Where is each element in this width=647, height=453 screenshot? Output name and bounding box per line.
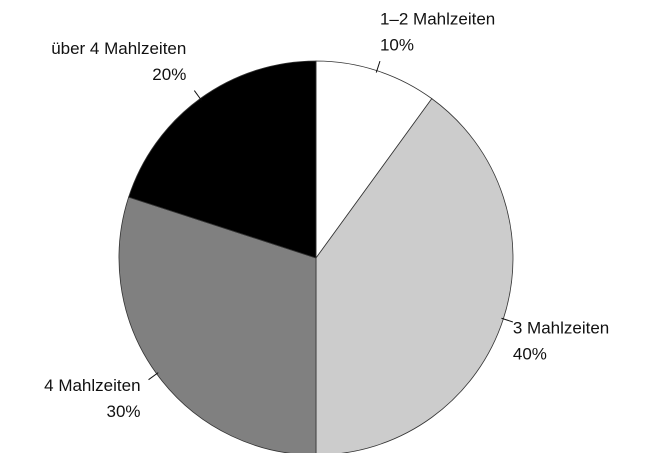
- leader-line: [375, 60, 381, 73]
- slice-value-label: 40%: [513, 344, 547, 363]
- slice-value-label: 20%: [152, 65, 186, 84]
- slice-label: 4 Mahlzeiten: [44, 376, 140, 395]
- slice-label: 3 Mahlzeiten: [513, 318, 609, 337]
- leader-line: [501, 317, 514, 323]
- slice-label: über 4 Mahlzeiten: [51, 39, 186, 58]
- slice-label: 1–2 Mahlzeiten: [380, 10, 495, 29]
- leader-line: [193, 90, 202, 101]
- slice-value-label: 10%: [380, 36, 414, 55]
- leader-line: [148, 372, 159, 381]
- slice-value-label: 30%: [107, 402, 141, 421]
